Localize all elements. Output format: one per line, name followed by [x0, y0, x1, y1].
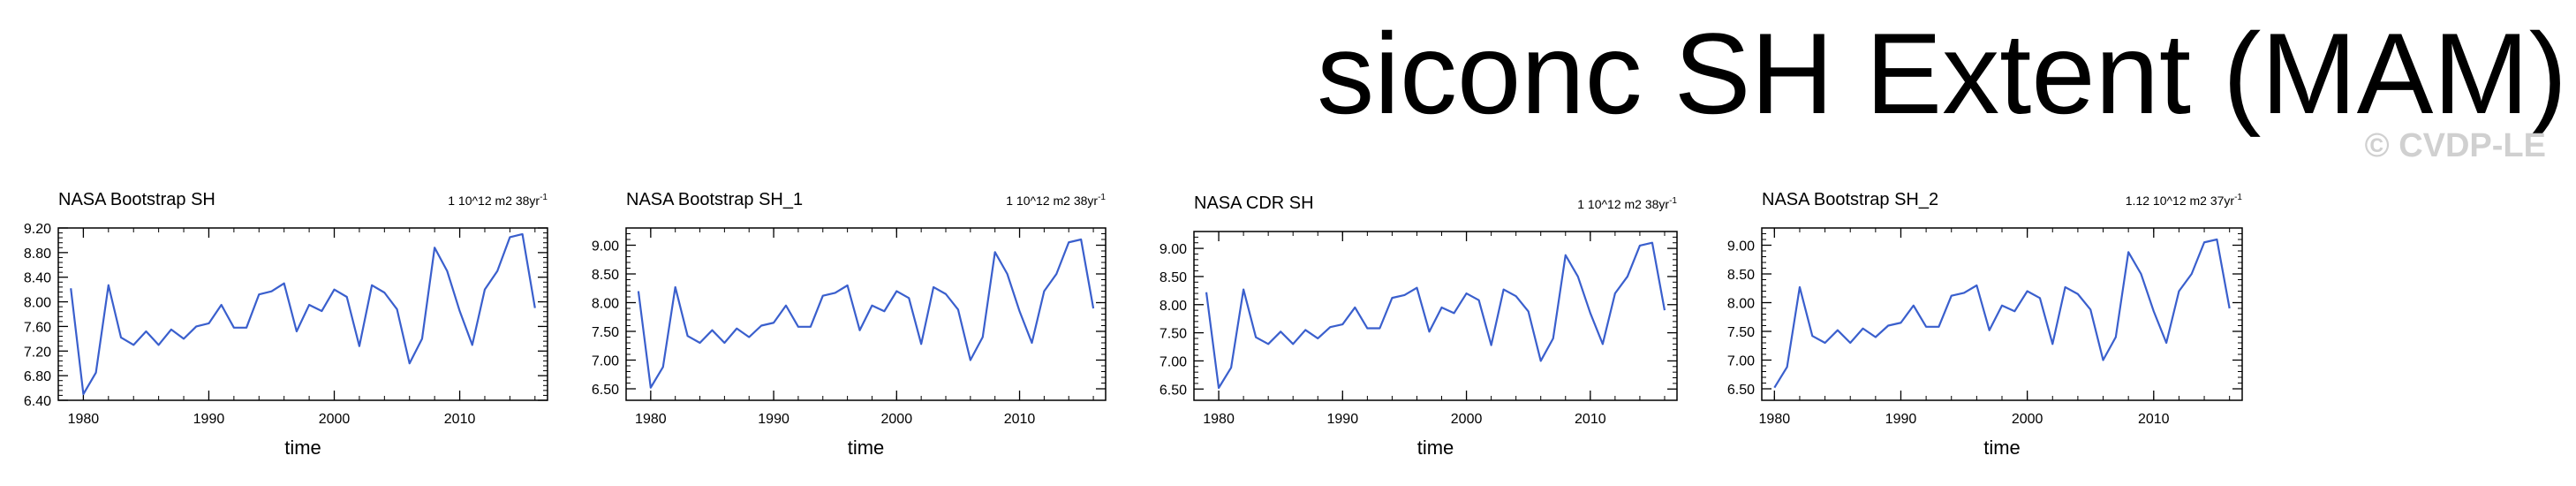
series-line-3 [1205, 241, 1666, 390]
x-tick-label: 2010 [2138, 412, 2170, 427]
x-axis-label-2: time [848, 437, 885, 459]
y-tick-label: 8.50 [592, 268, 619, 283]
x-tick-label: 1990 [758, 412, 789, 427]
y-tick-label: 9.00 [1160, 242, 1187, 257]
page-title: siconc SH Extent (MAM) [1317, 9, 2567, 138]
x-tick-label: 1990 [1327, 412, 1359, 427]
y-tick-label: 8.50 [1727, 268, 1755, 283]
x-tick-label: 1980 [68, 412, 100, 427]
trend-label-3: 1 10^12 m2 38yr-1 [1577, 196, 1677, 211]
trend-label-1: 1 10^12 m2 38yr-1 [448, 193, 548, 208]
y-tick-label: 8.00 [1727, 297, 1755, 312]
x-axis-label-4: time [1983, 437, 2021, 459]
y-tick-label: 6.50 [1727, 383, 1755, 398]
x-tick-label: 1990 [1885, 412, 1917, 427]
y-tick-label: 6.50 [592, 383, 619, 398]
y-tick-label: 8.80 [24, 247, 51, 262]
y-tick-label: 8.00 [592, 297, 619, 312]
plot-frame-2 [625, 227, 1107, 401]
x-tick-label: 1980 [1759, 412, 1791, 427]
panel-title-1: NASA Bootstrap SH [58, 190, 215, 209]
y-tick-label: 8.00 [24, 296, 51, 311]
series-line-4 [1773, 238, 2231, 389]
y-tick-label: 7.20 [24, 345, 51, 360]
panel-title-2: NASA Bootstrap SH_1 [626, 190, 803, 209]
x-axis-label-3: time [1417, 437, 1454, 459]
panel-title-4: NASA Bootstrap SH_2 [1762, 190, 1938, 209]
y-tick-label: 9.00 [1727, 239, 1755, 254]
plot-frame-3 [1193, 231, 1678, 401]
plot-frame-1 [57, 227, 548, 401]
x-tick-label: 2000 [881, 412, 913, 427]
y-tick-label: 6.80 [24, 369, 51, 384]
x-tick-label: 2000 [2012, 412, 2043, 427]
y-tick-label: 8.40 [24, 271, 51, 286]
trend-label-2: 1 10^12 m2 38yr-1 [1006, 193, 1106, 208]
y-tick-label: 7.00 [1727, 354, 1755, 369]
series-line-1 [70, 232, 536, 396]
x-tick-label: 2000 [1451, 412, 1483, 427]
panel-title-3: NASA CDR SH [1194, 194, 1314, 213]
x-tick-label: 1980 [635, 412, 667, 427]
y-tick-label: 7.50 [592, 325, 619, 340]
series-line-2 [637, 238, 1095, 389]
y-tick-label: 6.40 [24, 394, 51, 409]
y-tick-label: 7.50 [1727, 325, 1755, 340]
x-tick-label: 2000 [319, 412, 351, 427]
x-tick-label: 2010 [1004, 412, 1036, 427]
x-tick-label: 2010 [1575, 412, 1606, 427]
y-tick-label: 7.00 [1160, 354, 1187, 369]
y-tick-label: 7.60 [24, 320, 51, 335]
y-tick-label: 8.50 [1160, 270, 1187, 285]
x-tick-label: 1980 [1203, 412, 1235, 427]
y-tick-label: 9.20 [24, 222, 51, 237]
watermark: © CVDP-LE [2364, 127, 2546, 164]
y-tick-label: 6.50 [1160, 383, 1187, 398]
y-tick-label: 7.50 [1160, 327, 1187, 342]
plot-frame-4 [1761, 227, 2243, 401]
x-axis-label-1: time [284, 437, 321, 459]
trend-label-4: 1.12 10^12 m2 37yr-1 [2126, 193, 2243, 208]
y-tick-label: 7.00 [592, 354, 619, 369]
y-tick-label: 8.00 [1160, 299, 1187, 314]
y-tick-label: 9.00 [592, 239, 619, 254]
x-tick-label: 2010 [444, 412, 476, 427]
x-tick-label: 1990 [193, 412, 225, 427]
